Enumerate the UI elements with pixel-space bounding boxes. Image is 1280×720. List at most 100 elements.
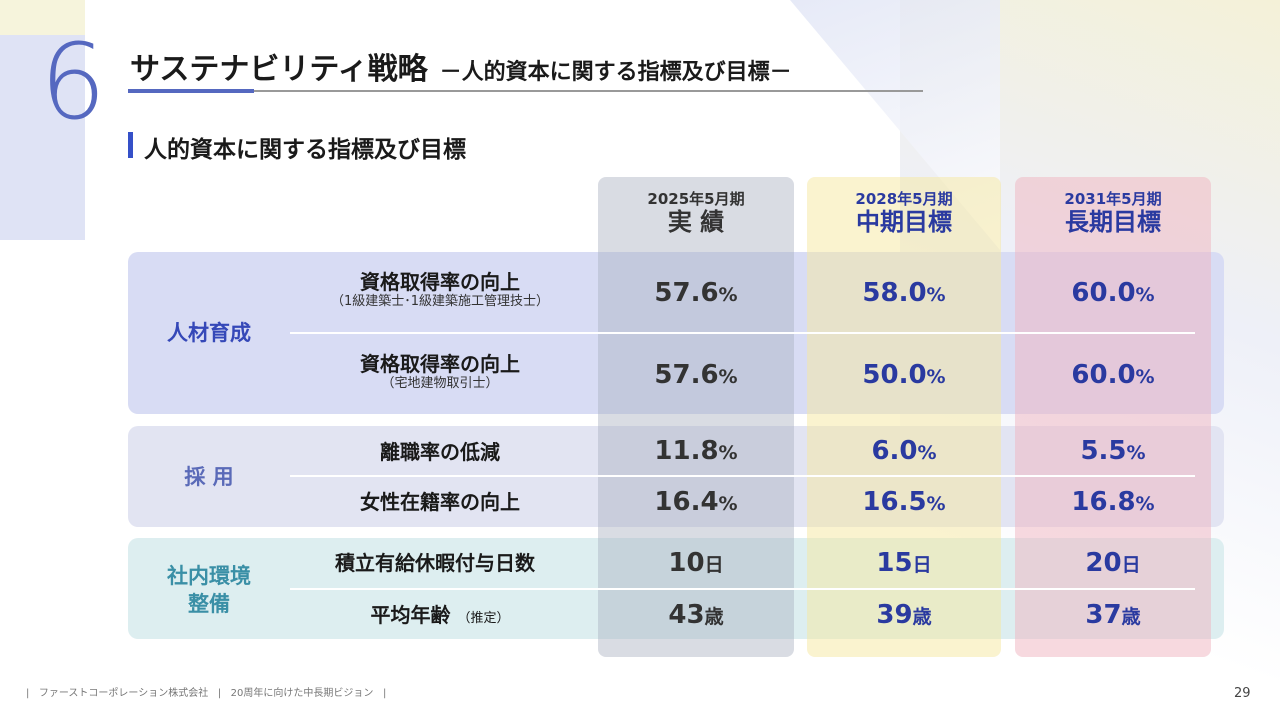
footer: | ファーストコーポレーション株式会社 | 20周年に向けた中長期ビジョン | [26,688,387,699]
metric-row: 資格取得率の向上 （1級建築士･1級建築施工管理技士） [290,270,590,310]
value-cell: 57.6% [598,278,794,308]
section-number: 6 [40,21,107,143]
value-cell: 37歳 [1015,600,1211,630]
value-unit: 日 [704,554,724,576]
page-number: 29 [1234,686,1251,701]
value-cell: 50.0% [806,360,1002,390]
value-number: 5.5 [1080,436,1127,466]
value-cell: 5.5% [1015,436,1211,466]
value-number: 20 [1085,548,1122,578]
value-number: 43 [668,600,705,630]
value-number: 16.8 [1071,487,1136,517]
value-unit: % [718,493,738,515]
value-cell: 10日 [598,548,794,578]
value-cell: 6.0% [806,436,1002,466]
title-divider [128,90,923,92]
value-cell: 39歳 [806,600,1002,630]
category-kankyo: 社内環境 整備 [128,562,290,619]
value-number: 6.0 [871,436,918,466]
title-text: サステナビリティ戦略 [130,52,428,87]
value-unit: 歳 [704,606,724,628]
column-actual [598,177,794,657]
value-number: 15 [876,548,913,578]
column-mid-target [807,177,1001,657]
period: 2025年5月期 [647,190,745,208]
value-number: 39 [876,600,913,630]
metric-label: 資格取得率の向上 [360,352,520,376]
column-header-mid: 2028年5月期 中期目標 [806,190,1002,237]
value-number: 10 [668,548,705,578]
value-unit: % [926,284,946,306]
value-unit: % [1135,493,1155,515]
value-unit: % [926,366,946,388]
metric-label: 離職率の低減 [380,440,500,464]
heading-marker [128,132,133,158]
value-unit: 日 [1121,554,1141,576]
value-unit: % [1135,366,1155,388]
category-line: 社内環境 [167,564,251,588]
column-header-long: 2031年5月期 長期目標 [1015,190,1211,237]
value-unit: 歳 [1121,606,1141,628]
value-cell: 16.4% [598,487,794,517]
value-number: 60.0 [1071,278,1136,308]
row-divider [290,332,1195,334]
column-label: 実 績 [667,208,725,236]
metric-row: 資格取得率の向上 （宅地建物取引士） [290,352,590,392]
background-decoration [0,0,85,35]
page-title: サステナビリティ戦略 －人的資本に関する指標及び目標－ [130,44,792,88]
value-unit: % [718,366,738,388]
value-cell: 43歳 [598,600,794,630]
row-divider [290,475,1195,477]
value-unit: 歳 [912,606,932,628]
value-number: 16.4 [654,487,719,517]
column-long-target [1015,177,1211,657]
value-cell: 60.0% [1015,278,1211,308]
footer-company: ファーストコーポレーション株式会社 [38,688,209,699]
value-unit: % [718,284,738,306]
value-cell: 20日 [1015,548,1211,578]
metric-note: （推定） [457,611,510,626]
metric-label: 資格取得率の向上 [360,270,520,294]
value-cell: 58.0% [806,278,1002,308]
metric-label: 平均年齢 [370,603,451,627]
column-header-actual: 2025年5月期実 績 [598,190,794,237]
metric-row: 離職率の低減 [290,440,590,464]
value-unit: % [1126,442,1146,464]
value-unit: 日 [912,554,932,576]
category-jinzai: 人材育成 [167,321,251,345]
value-number: 60.0 [1071,360,1136,390]
value-number: 58.0 [862,278,927,308]
background-decoration [0,0,85,240]
value-unit: % [1135,284,1155,306]
metric-label: 女性在籍率の向上 [360,490,520,514]
metric-note: （宅地建物取引士） [381,376,499,391]
metric-row: 女性在籍率の向上 [290,490,590,514]
value-cell: 11.8% [598,436,794,466]
value-number: 50.0 [862,360,927,390]
period: 2031年5月期 [1064,190,1162,208]
metric-label: 積立有給休暇付与日数 [335,551,535,575]
value-cell: 60.0% [1015,360,1211,390]
value-unit: % [718,442,738,464]
category-saiyo: 採 用 [184,465,234,489]
value-number: 11.8 [654,436,719,466]
column-label: 長期目標 [1065,208,1161,236]
value-unit: % [917,442,937,464]
column-label: 中期目標 [856,208,952,236]
footer-vision: 20周年に向けた中長期ビジョン [230,688,374,699]
value-number: 57.6 [654,360,719,390]
row-divider [290,588,1195,590]
section-heading: 人的資本に関する指標及び目標 [144,137,466,163]
value-cell: 15日 [806,548,1002,578]
value-number: 16.5 [862,487,927,517]
metric-note: （1級建築士･1級建築施工管理技士） [330,294,550,309]
value-cell: 57.6% [598,360,794,390]
metric-row: 平均年齢 （推定） [290,603,590,627]
period: 2028年5月期 [855,190,953,208]
page-subtitle: －人的資本に関する指標及び目標－ [439,60,792,85]
value-number: 57.6 [654,278,719,308]
title-divider-accent [128,89,254,93]
metric-row: 積立有給休暇付与日数 [290,551,580,575]
value-unit: % [926,493,946,515]
value-cell: 16.5% [806,487,1002,517]
